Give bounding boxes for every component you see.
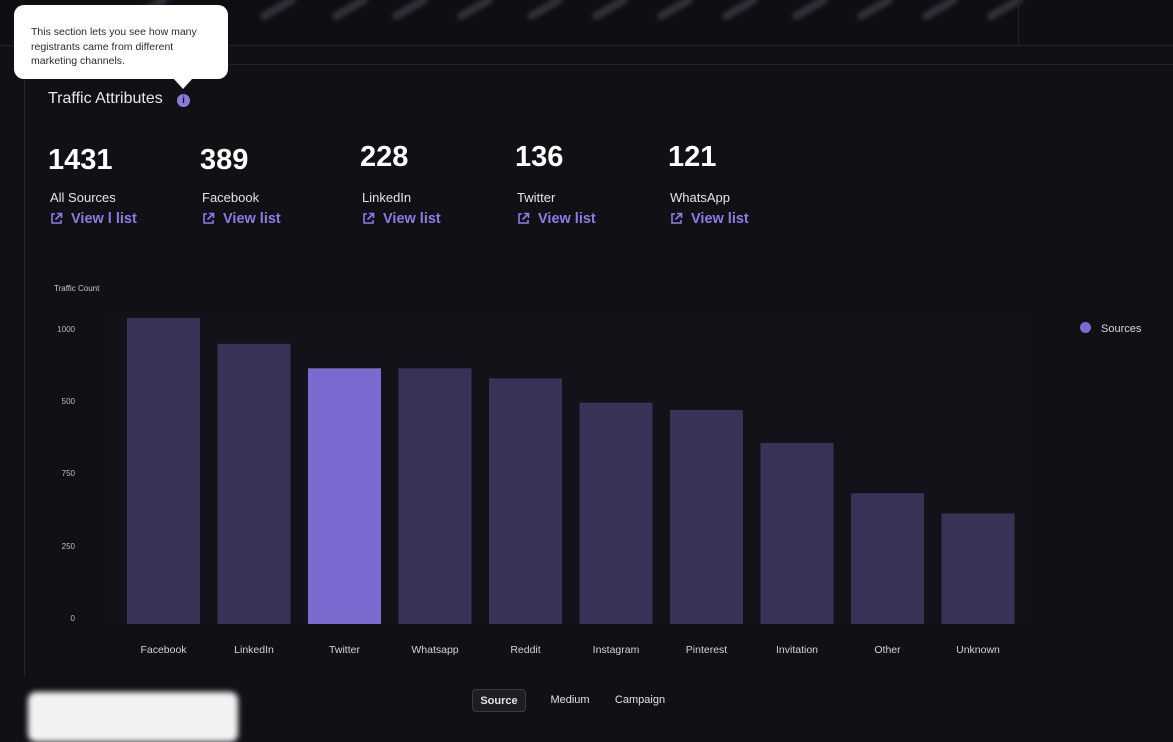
stat-label: WhatsApp <box>670 190 730 205</box>
stat-twitter: 136 Twitter View list <box>515 141 596 227</box>
bar-linkedin[interactable] <box>217 343 291 624</box>
bar-instagram[interactable] <box>579 402 653 624</box>
x-tick-label: LinkedIn <box>234 644 274 656</box>
bar-facebook[interactable] <box>127 318 200 624</box>
stat-value: 1431 <box>48 144 113 176</box>
header-column-divider <box>1018 0 1019 45</box>
stat-value: 389 <box>200 144 249 176</box>
tooltip-text: This section lets you see how many regis… <box>31 26 197 67</box>
header-divider <box>0 45 1173 46</box>
stat-whatsapp: 121 WhatsApp View list <box>668 141 749 227</box>
chart-legend: Sources <box>1080 322 1141 335</box>
view-list-label: View list <box>691 211 749 227</box>
stat-label: Twitter <box>517 190 556 205</box>
stat-facebook: 389 Facebook View list <box>200 144 281 227</box>
stat-value: 136 <box>515 141 564 173</box>
y-tick-label: 0 <box>71 614 76 623</box>
view-list-label: View list <box>538 211 596 227</box>
view-list-link[interactable]: View l list <box>50 211 137 227</box>
stat-linkedin: 228 LinkedIn View list <box>360 141 441 227</box>
bar-reddit[interactable] <box>489 378 562 624</box>
view-list-link[interactable]: View list <box>670 211 749 227</box>
blurred-tooltip-preview <box>28 692 238 742</box>
x-tick-label: Pinterest <box>686 644 728 656</box>
x-tick-label: Instagram <box>593 644 640 656</box>
traffic-attributes-card <box>24 64 1173 677</box>
stat-label: All Sources <box>50 190 116 205</box>
bar-twitter[interactable] <box>308 368 381 624</box>
info-icon[interactable]: i <box>177 94 190 107</box>
external-link-icon <box>363 212 375 224</box>
view-list-label: View l list <box>71 211 137 227</box>
info-tooltip: This section lets you see how many regis… <box>14 5 228 89</box>
stat-all-sources: 1431 All Sources View l list <box>48 144 137 227</box>
external-link-icon <box>671 212 683 224</box>
x-tick-label: Invitation <box>776 644 818 656</box>
section-title: Traffic Attributes <box>48 90 163 107</box>
bar-whatsapp[interactable] <box>398 368 472 624</box>
x-tick-label: Twitter <box>329 644 360 656</box>
stat-value: 228 <box>360 141 409 173</box>
x-tick-label: Other <box>874 644 901 656</box>
legend-swatch <box>1080 322 1091 333</box>
y-tick-label: 250 <box>62 542 76 551</box>
view-list-link[interactable]: View list <box>517 211 596 227</box>
bar-invitation[interactable] <box>760 442 834 624</box>
stat-label: LinkedIn <box>362 190 412 205</box>
x-tick-label: Facebook <box>140 644 187 656</box>
external-link-icon <box>203 212 215 224</box>
external-link-icon <box>518 212 530 224</box>
view-list-label: View list <box>223 211 281 227</box>
bar-pinterest[interactable] <box>670 409 743 624</box>
x-tick-label: Unknown <box>956 644 1000 656</box>
view-list-link[interactable]: View list <box>202 211 281 227</box>
legend-label: Sources <box>1101 323 1142 335</box>
view-list-link[interactable]: View list <box>362 211 441 227</box>
view-list-label: View list <box>383 211 441 227</box>
x-tick-label: Reddit <box>510 644 540 656</box>
bar-unknown[interactable] <box>941 513 1015 624</box>
y-tick-label: 1000 <box>57 325 75 334</box>
stat-value: 121 <box>668 141 717 173</box>
y-tick-label: 750 <box>62 469 76 478</box>
bar-other[interactable] <box>851 493 924 624</box>
tab-campaign[interactable]: Campaign <box>614 694 666 706</box>
traffic-bar-chart: Traffic Count 1000 500 750 250 0 Facebook Lin… <box>54 284 1015 656</box>
x-tick-label: Whatsapp <box>411 644 458 656</box>
tab-source[interactable]: Source <box>472 689 526 712</box>
stat-label: Facebook <box>202 190 260 205</box>
tab-medium[interactable]: Medium <box>550 694 590 706</box>
y-tick-label: 500 <box>62 397 76 406</box>
external-link-icon <box>51 212 63 224</box>
y-axis-label: Traffic Count <box>54 284 100 293</box>
